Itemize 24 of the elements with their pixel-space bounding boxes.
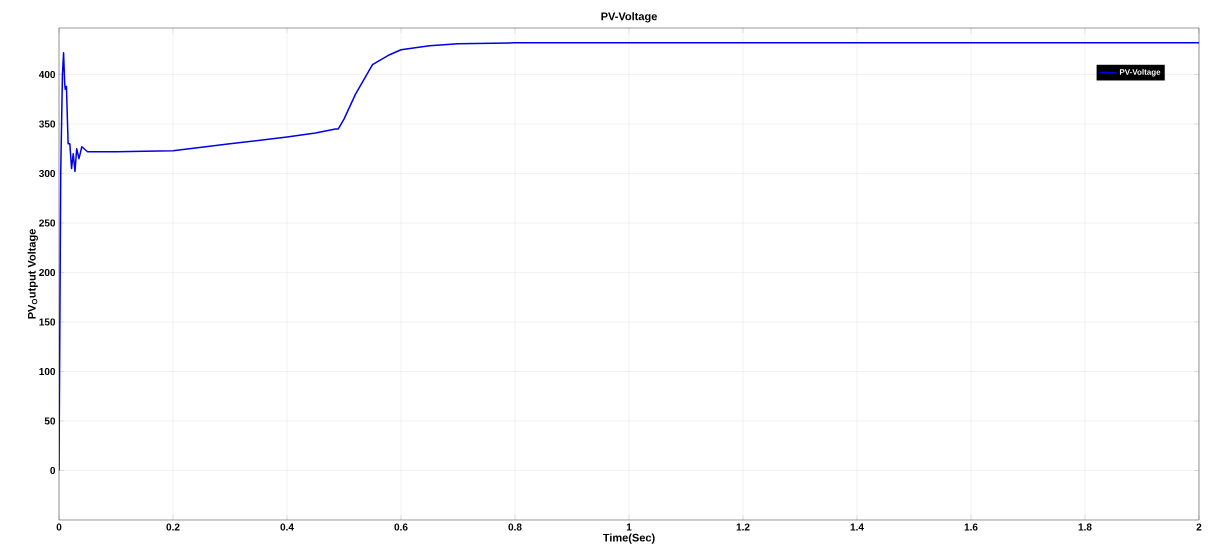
x-tick-label: 0.8 [508, 523, 522, 531]
legend-label: PV-Voltage [1119, 68, 1161, 77]
x-tick-label: 1.2 [736, 523, 750, 531]
x-tick-label: 1.4 [850, 523, 864, 531]
y-tick-label: 400 [38, 70, 56, 79]
x-tick-label: 1.8 [1078, 523, 1092, 531]
y-tick-label: 250 [39, 219, 56, 227]
y-tick-label: 300 [39, 169, 56, 178]
y-tick-label: 100 [39, 367, 56, 376]
y-tick-label: 50 [44, 417, 56, 425]
x-tick-label: 2 [1196, 523, 1202, 531]
x-tick-label: 0.2 [166, 523, 180, 531]
x-tick-label: 0.4 [280, 523, 294, 531]
x-axis-title: Time(Sec) [602, 533, 655, 544]
x-tick-label: 1 [626, 523, 632, 531]
y-tick-label: 350 [39, 120, 56, 128]
x-tick-label: 0.6 [394, 523, 408, 531]
x-tick-label: 0 [56, 523, 62, 531]
chart-title: PV-Voltage [601, 12, 657, 23]
y-tick-label: 150 [39, 318, 56, 326]
x-tick-label: 1.6 [964, 523, 978, 531]
y-axis-title: PV$_{O}$utput Voltage [27, 229, 38, 319]
y-tick-label: 0 [50, 466, 56, 475]
y-tick-label: 200 [39, 268, 56, 277]
